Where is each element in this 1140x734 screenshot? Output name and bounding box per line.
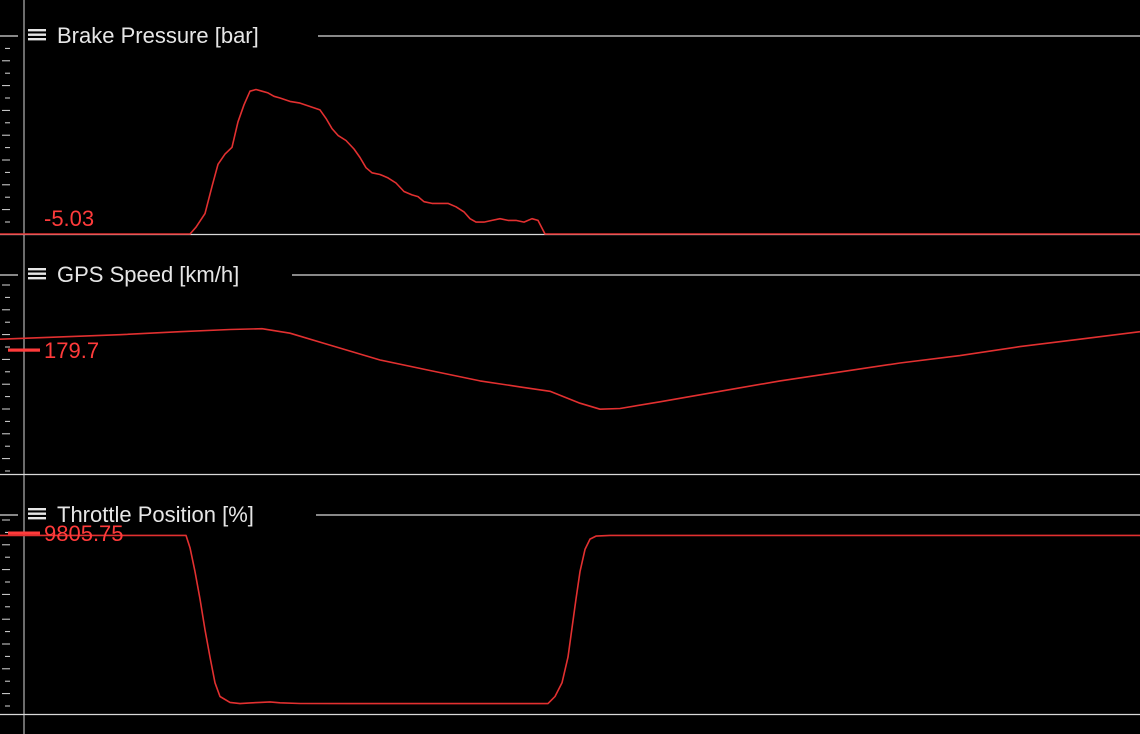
chart-panel-2: GPS Speed [km/h] 179.7 <box>0 260 1140 476</box>
value-readout: 179.7 <box>44 338 99 363</box>
series-line <box>0 88 1140 235</box>
cursor-marker <box>8 348 40 352</box>
series-line <box>0 327 1140 411</box>
value-readout: 9805.75 <box>44 521 124 546</box>
panel-title: Throttle Position [%] <box>57 502 254 527</box>
series-line <box>0 534 1140 705</box>
value-readout: -5.03 <box>44 206 94 231</box>
hamburger-menu-icon[interactable] <box>26 501 48 521</box>
chart-panels: Brake Pressure [bar] -5.03 GPS Speed [km/h… <box>0 21 1140 716</box>
chart-panel-3: Throttle Position [%]9805.75 <box>0 500 1140 716</box>
panel-title: GPS Speed [km/h] <box>57 262 239 287</box>
cursor-marker <box>8 531 40 535</box>
panel-title: Brake Pressure [bar] <box>57 23 259 48</box>
hamburger-menu-icon[interactable] <box>26 22 48 42</box>
chart-panel-1: Brake Pressure [bar] -5.03 <box>0 21 1140 236</box>
hamburger-menu-icon[interactable] <box>26 261 48 281</box>
